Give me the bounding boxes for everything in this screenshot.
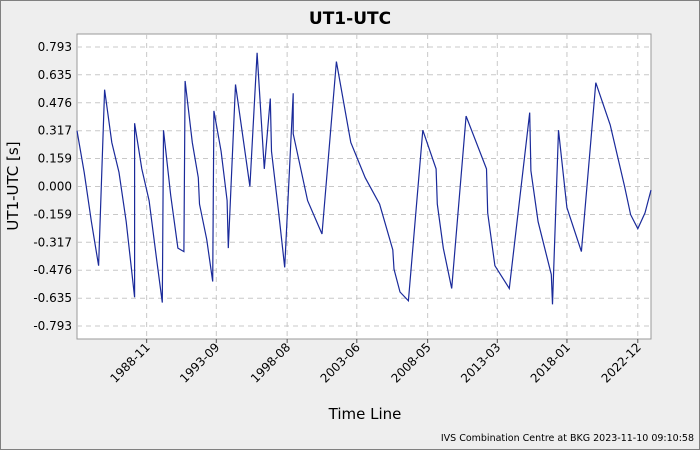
y-tick-label: 0.635 (38, 68, 72, 82)
y-tick-label: 0.000 (38, 180, 72, 194)
chart-title: UT1-UTC (309, 9, 391, 29)
x-axis-ticks: 1988-11 1993-09 1998-08 2003-06 2008-05 2013-… (107, 339, 644, 386)
y-tick-label: -0.317 (33, 235, 72, 249)
y-tick-label: 0.159 (38, 152, 72, 166)
series-line (76, 52, 652, 305)
x-tick-label: 1993-09 (177, 340, 222, 385)
y-tick-label: -0.476 (33, 263, 72, 277)
x-tick-label: 2022-12 (599, 340, 644, 385)
y-tick-label: -0.635 (33, 291, 72, 305)
y-tick-label: -0.159 (33, 207, 72, 221)
x-tick-label: 2013-03 (458, 340, 503, 385)
x-tick-label: 2008-05 (388, 340, 433, 385)
x-tick-label: 1998-08 (248, 340, 293, 385)
y-tick-label: 0.476 (38, 96, 72, 110)
credit-text: IVS Combination Centre at BKG 2023-11-10… (441, 433, 694, 444)
x-tick-label: 2003-06 (318, 340, 363, 385)
y-tick-label: 0.317 (38, 124, 72, 138)
x-tick-label: 2018-01 (528, 340, 573, 385)
y-tick-label: 0.793 (38, 40, 72, 54)
y-axis-label: UT1-UTC [s] (4, 141, 22, 230)
y-tick-label: -0.793 (33, 319, 72, 333)
x-tick-label: 1988-11 (107, 340, 152, 385)
x-axis-label: Time Line (328, 405, 402, 423)
grid-lines (77, 34, 651, 339)
y-axis-ticks: 0.793 0.635 0.476 0.317 0.159 0.000 -0.159 -0.3… (33, 40, 72, 333)
